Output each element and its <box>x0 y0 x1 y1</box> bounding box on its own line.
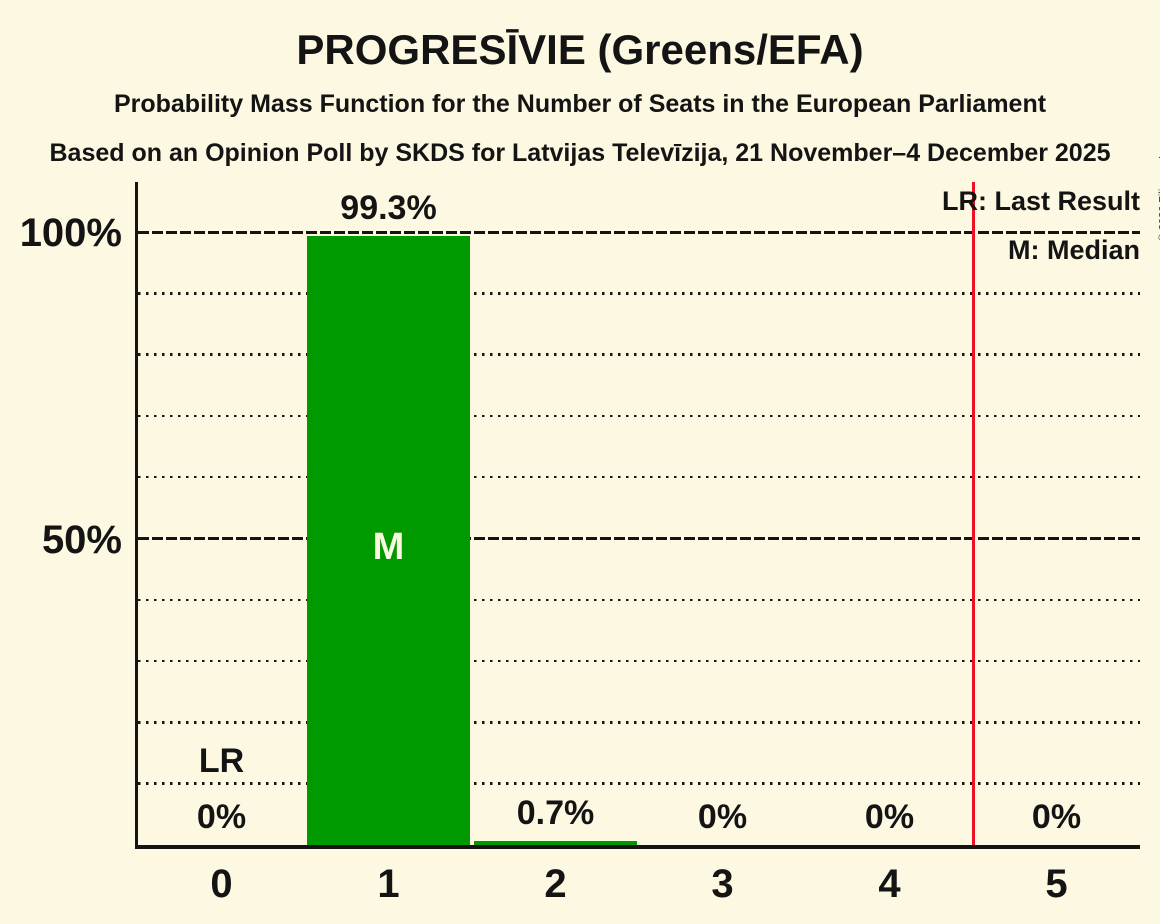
x-tick-5: 5 <box>1045 862 1068 906</box>
chart-subtitle: Probability Mass Function for the Number… <box>113 90 1047 118</box>
legend-median: M: Median <box>1008 235 1140 265</box>
value-label-5: 0% <box>1031 798 1082 836</box>
bar-seats-2 <box>474 840 637 845</box>
gridline-minor-40 <box>138 598 1140 602</box>
gridline-minor-60 <box>138 475 1140 479</box>
gridline-minor-30 <box>138 659 1140 663</box>
value-label-2: 0.7% <box>516 793 595 832</box>
gridline-minor-90 <box>138 292 1140 295</box>
x-axis-line <box>135 845 1140 849</box>
y-tick-50: 50% <box>41 517 122 562</box>
value-label-1: 99.3% <box>340 189 437 228</box>
last-result-line <box>971 182 975 845</box>
x-tick-2: 2 <box>544 862 567 906</box>
x-tick-4: 4 <box>878 862 901 906</box>
legend-last-result: LR: Last Result <box>941 186 1140 216</box>
gridline-major-100 <box>138 230 1140 234</box>
value-label-0: 0% <box>196 798 247 836</box>
gridline-minor-20 <box>138 721 1140 724</box>
y-tick-100: 100% <box>19 211 122 255</box>
x-tick-1: 1 <box>377 862 400 906</box>
last-result-marker: LR <box>198 742 245 780</box>
y-axis-line <box>135 182 138 849</box>
gridline-major-50 <box>138 537 1140 540</box>
value-label-4: 0% <box>864 798 915 836</box>
gridline-minor-70 <box>138 414 1140 418</box>
chart-title: PROGRESĪVIE (Greens/EFA) <box>296 26 864 73</box>
chart-source-line: Based on an Opinion Poll by SKDS for Lat… <box>49 139 1111 167</box>
x-tick-0: 0 <box>210 862 233 906</box>
gridline-minor-10 <box>138 782 1140 785</box>
bar-seats-1 <box>307 236 470 845</box>
gridline-minor-80 <box>138 353 1140 356</box>
x-tick-3: 3 <box>711 862 734 906</box>
value-label-3: 0% <box>697 798 748 836</box>
median-marker: M <box>372 525 405 568</box>
